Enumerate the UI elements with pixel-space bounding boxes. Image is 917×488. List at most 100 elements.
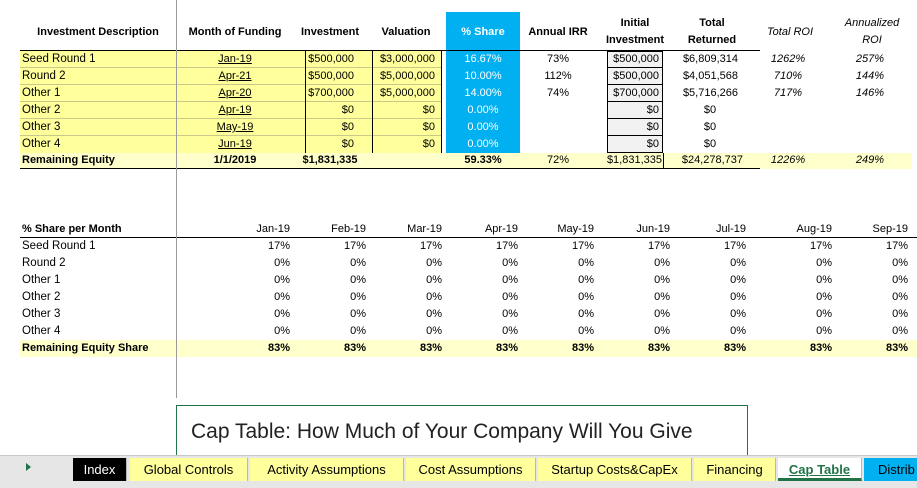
monthly-value: 0% [426,308,442,320]
monthly-total-value: 83% [343,342,366,354]
monthly-header-divider [20,237,917,238]
monthly-value: 0% [426,274,442,286]
monthly-row: Other 2 0% 0% 0% 0% 0% 0% 0% 0% 0% [0,289,917,306]
row-name[interactable]: Round 2 [22,70,66,82]
row-valuation[interactable]: $0 [422,121,435,133]
scroll-tabs-right-icon[interactable] [26,463,31,471]
monthly-value: 0% [730,257,746,269]
row-share: 0.00% [467,121,499,133]
row-initial: $0 [646,138,659,150]
tab-cost-assumptions[interactable]: Cost Assumptions [406,458,536,481]
header-total-roi: Total ROI [766,26,814,38]
row-investment[interactable]: $0 [341,104,354,116]
month-header: Jan-19 [256,223,290,235]
monthly-value: 0% [502,291,518,303]
row-returned: $0 [703,104,717,116]
tab-cap-table[interactable]: Cap Table [778,458,862,481]
tab-distrib[interactable]: Distrib [864,458,917,481]
monthly-row-name: Other 4 [22,325,61,337]
monthly-value: 0% [892,291,908,303]
row-aroi: 146% [855,87,885,99]
monthly-value: 0% [816,274,832,286]
row-returned: $6,809,314 [682,53,738,65]
header-valuation: Valuation [381,26,431,38]
monthly-value: 17% [495,240,518,252]
remaining-investment: $1,831,335 [302,154,358,166]
row-gridline [20,84,442,85]
row-name[interactable]: Other 1 [22,87,61,99]
monthly-value: 0% [502,257,518,269]
monthly-value: 0% [502,308,518,320]
row-roi: 710% [773,70,803,82]
monthly-value: 0% [730,291,746,303]
row-investment[interactable]: $0 [341,121,354,133]
monthly-row-name: Other 2 [22,291,61,303]
monthly-row-name: Round 2 [22,257,66,269]
monthly-value: 0% [350,257,366,269]
tab-global-controls[interactable]: Global Controls [130,458,248,481]
header-investment: Investment [300,26,360,38]
row-share: 0.00% [467,138,499,150]
monthly-value: 0% [350,325,366,337]
month-header: Apr-19 [484,223,518,235]
row-valuation[interactable]: $5,000,000 [379,70,435,82]
row-gridline [20,101,442,102]
monthly-value: 17% [647,240,670,252]
title-banner[interactable]: Cap Table: How Much of Your Company Will… [176,405,748,455]
row-share: 14.00% [464,87,502,99]
row-month[interactable]: Jan-19 [218,53,252,65]
row-investment[interactable]: $500,000 [308,53,354,65]
row-roi: 717% [773,87,803,99]
monthly-row: Other 3 0% 0% 0% 0% 0% 0% 0% 0% 0% [0,306,917,323]
initial-investment-box [607,51,663,153]
spreadsheet-grid[interactable]: Investment Description Month of Funding … [0,0,917,455]
monthly-value: 0% [730,308,746,320]
monthly-total-value: 83% [809,342,832,354]
row-valuation[interactable]: $0 [422,104,435,116]
monthly-total-value: 83% [495,342,518,354]
monthly-total-value: 83% [571,342,594,354]
row-month[interactable]: Apr-19 [218,104,252,116]
tab-financing[interactable]: Financing [694,458,776,481]
input-block-background [20,51,442,153]
monthly-value: 0% [578,274,594,286]
header-returned: Returned [687,34,737,46]
monthly-value: 0% [816,291,832,303]
row-returned: $0 [703,121,717,133]
row-month[interactable]: Apr-20 [218,87,252,99]
row-name[interactable]: Other 4 [22,138,61,150]
monthly-value: 0% [274,325,290,337]
tab-index[interactable]: Index [73,458,127,481]
monthly-total-name: Remaining Equity Share [22,342,149,354]
row-valuation[interactable]: $0 [422,138,435,150]
row-gridline [20,135,442,136]
monthly-value: 0% [730,325,746,337]
row-month[interactable]: May-19 [216,121,254,133]
tab-startup-costs[interactable]: Startup Costs&CapEx [538,458,692,481]
monthly-value: 0% [274,308,290,320]
monthly-value: 17% [885,240,908,252]
row-initial: $0 [646,104,659,116]
row-month[interactable]: Jun-19 [218,138,252,150]
row-valuation[interactable]: $3,000,000 [379,53,435,65]
row-investment[interactable]: $700,000 [308,87,354,99]
row-name[interactable]: Other 3 [22,121,61,133]
row-valuation[interactable]: $5,000,000 [379,87,435,99]
row-investment[interactable]: $500,000 [308,70,354,82]
row-gridline [607,118,663,119]
row-name[interactable]: Seed Round 1 [22,53,96,65]
row-investment[interactable]: $0 [341,138,354,150]
tab-activity-assumptions[interactable]: Activity Assumptions [250,458,404,481]
monthly-value: 0% [350,274,366,286]
monthly-value: 0% [892,274,908,286]
monthly-value: 0% [892,257,908,269]
row-name[interactable]: Other 2 [22,104,61,116]
month-header: Jun-19 [636,223,670,235]
row-initial: $0 [646,121,659,133]
monthly-value: 0% [654,274,670,286]
row-month[interactable]: Apr-21 [218,70,252,82]
month-header: May-19 [557,223,594,235]
monthly-row: Other 4 0% 0% 0% 0% 0% 0% 0% 0% 0% [0,323,917,340]
row-irr: 74% [546,87,570,99]
remaining-returned: $24,278,737 [681,154,743,166]
